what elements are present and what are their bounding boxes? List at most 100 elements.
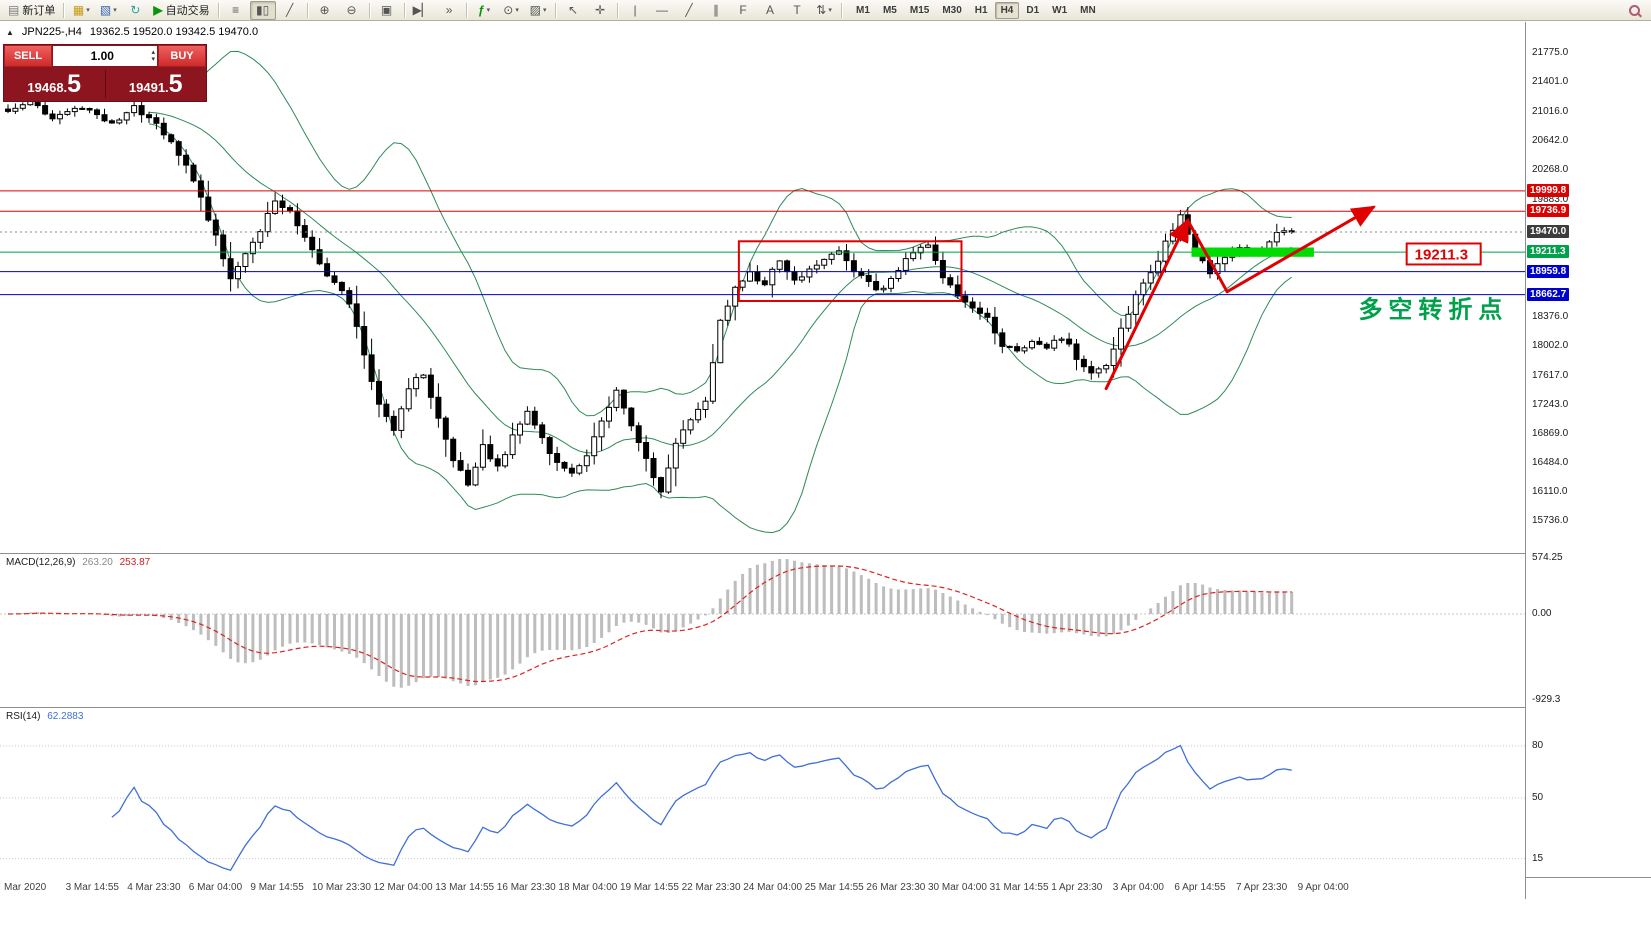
zoom-in-button[interactable]: ⊕ — [312, 1, 338, 20]
channel-button[interactable]: ∥ — [703, 1, 729, 20]
price-tag-19211.3[interactable]: 19211.3 — [1527, 245, 1569, 259]
sell-price[interactable]: 19468.5 — [4, 70, 105, 99]
macd-scale-label: -929.3 — [1532, 694, 1561, 705]
rsi-label: RSI(14) 62.2883 — [6, 711, 83, 722]
cursor-button[interactable]: ↖ — [560, 1, 586, 20]
sell-price-pip: 5 — [67, 69, 82, 98]
fibonacci-icon: F — [739, 3, 747, 17]
trend-arrow[interactable] — [1225, 205, 1376, 294]
sell-button[interactable]: SELL — [4, 45, 52, 67]
trendline-icon: ╱ — [685, 3, 693, 17]
bar-chart-button[interactable]: ≡ — [223, 1, 249, 20]
volume-up-button[interactable]: ▴ — [151, 49, 155, 56]
time-axis-label: 16 Mar 23:30 — [496, 882, 556, 893]
timeframe-button-m15[interactable]: M15 — [909, 4, 930, 16]
price-tag-18662.7[interactable]: 18662.7 — [1527, 287, 1570, 301]
time-axis-label: 6 Apr 14:55 — [1174, 882, 1226, 893]
label-button[interactable]: T — [784, 1, 810, 20]
price-callout[interactable]: 19211.3 — [1405, 242, 1482, 266]
panel-separator[interactable] — [0, 553, 1651, 554]
price-axis-label: 17243.0 — [1532, 398, 1569, 410]
candlestick-button[interactable]: ▮▯ — [249, 0, 276, 20]
periods-button[interactable]: ⊙ ▾ — [498, 1, 524, 20]
timeframe-button-h4[interactable]: H4 — [994, 1, 1020, 19]
price-axis-label: 18376.0 — [1532, 310, 1569, 322]
refresh-button[interactable]: ↻ — [122, 1, 148, 20]
bollinger-band — [148, 111, 1292, 454]
timeframe-button-mn[interactable]: MN — [1080, 4, 1096, 16]
buy-price[interactable]: 19491.5 — [106, 70, 207, 99]
auto-scroll-button[interactable]: ▶▏ — [409, 1, 435, 20]
zoom-out-button[interactable]: ⊖ — [339, 1, 365, 20]
timeframe-button-m1[interactable]: M1 — [856, 4, 870, 16]
label-icon: T — [793, 3, 801, 17]
time-axis-label: 19 Mar 14:55 — [620, 882, 679, 893]
price-tag-19470.0[interactable]: 19470.0 — [1527, 225, 1570, 238]
fibonacci-button[interactable]: F — [730, 1, 756, 20]
templates-button[interactable]: ▨ ▾ — [525, 1, 551, 20]
trendline-button[interactable]: ╱ — [676, 1, 702, 20]
time-axis-label: 7 Apr 23:30 — [1236, 882, 1288, 893]
volume-field[interactable]: 1.00 ▴ ▾ — [53, 46, 157, 66]
rsi-panel[interactable] — [0, 708, 1525, 877]
panel-separator[interactable] — [0, 707, 1651, 708]
volume-down-button[interactable]: ▾ — [151, 56, 155, 63]
toolbar-separator — [403, 2, 405, 18]
crosshair-button[interactable]: ✛ — [587, 1, 613, 20]
time-axis-label: 3 Apr 04:00 — [1112, 882, 1164, 893]
new-order-button-label: 新订单 — [22, 5, 56, 17]
indicators-button[interactable]: ƒ ▾ — [471, 1, 497, 20]
time-axis-label: 24 Mar 04:00 — [743, 882, 803, 893]
trend-arrow[interactable] — [1104, 217, 1190, 391]
candlestick-chart[interactable]: 19211.3 多空转折点 — [0, 22, 1525, 553]
new-order-button[interactable]: ▤ 新订单 — [4, 1, 59, 20]
time-axis-label: 13 Mar 14:55 — [435, 882, 495, 893]
ohlc-values: 19362.5 19520.0 19342.5 19470.0 — [89, 26, 259, 38]
macd-value-main: 263.20 — [82, 557, 113, 568]
arrows-button[interactable]: ⇅ ▾ — [811, 1, 837, 20]
periods-icon: ⊙ — [503, 3, 514, 17]
new-chart-button[interactable]: ▦ ▾ — [68, 1, 94, 20]
refresh-icon: ↻ — [130, 3, 141, 17]
templates-icon: ▨ — [529, 3, 541, 17]
search-button[interactable] — [1621, 1, 1647, 20]
price-axis[interactable]: 21775.0 21401.0 21016.0 20642.0 20268.0 19883… — [1526, 22, 1651, 877]
line-chart-button[interactable]: ╱ — [277, 1, 303, 20]
auto-trading-button[interactable]: ▶ 自动交易 — [149, 1, 213, 20]
price-tag-19736.9[interactable]: 19736.9 — [1527, 204, 1570, 218]
line-chart-icon: ╱ — [285, 3, 294, 17]
chart-title-bar: ▲ JPN225-,H4 19362.5 19520.0 19342.5 194… — [6, 26, 258, 38]
vertical-line-button[interactable]: | — [622, 1, 648, 20]
timeframe-button-h1[interactable]: H1 — [974, 4, 988, 16]
timeframe-button-m30[interactable]: M30 — [942, 4, 962, 16]
time-axis-label: 30 Mar 04:00 — [928, 882, 987, 893]
text-icon: A — [766, 3, 775, 17]
horizontal-line-button[interactable]: — — [649, 1, 675, 20]
chevron-down-icon: ▾ — [113, 7, 117, 14]
text-button[interactable]: A — [757, 1, 783, 20]
timeframe-button-d1[interactable]: D1 — [1026, 4, 1040, 16]
timeframe-button-w1[interactable]: W1 — [1052, 4, 1068, 16]
toolbar-separator — [368, 2, 370, 18]
price-tag-18959.8[interactable]: 18959.8 — [1527, 264, 1570, 278]
time-axis-label: 4 Mar 23:30 — [127, 882, 181, 893]
note-text[interactable]: 多空转折点 — [1358, 296, 1508, 324]
chart-shift-button[interactable]: » — [436, 1, 462, 20]
macd-panel[interactable] — [0, 554, 1525, 707]
trend-arrow[interactable] — [1186, 218, 1229, 294]
price-axis-label: 17617.0 — [1532, 369, 1569, 381]
profiles-button[interactable]: ▧ ▾ — [95, 1, 121, 20]
buy-button[interactable]: BUY — [158, 45, 206, 67]
price-tag-19999.8[interactable]: 19999.8 — [1527, 183, 1570, 197]
support-band[interactable] — [1191, 247, 1314, 257]
horizontal-line-icon: — — [656, 3, 669, 17]
tile-windows-button[interactable]: ▣ — [374, 1, 400, 20]
oneclick-toggle-icon[interactable]: ▲ — [6, 27, 14, 37]
timeframe-button-m5[interactable]: M5 — [882, 4, 897, 16]
consolidation-rectangle[interactable] — [737, 240, 963, 302]
price-axis-label: 21775.0 — [1532, 47, 1569, 59]
time-axis[interactable]: Mar 2020 3 Mar 14:55 4 Mar 23:30 6 Mar 04:0… — [0, 877, 1525, 899]
channel-icon: ∥ — [713, 3, 720, 17]
toolbar-separator — [306, 2, 308, 18]
timeframe-toolbar: M1 M5 M15 M30 H1 H4 D1 W1 MN — [850, 1, 1102, 19]
